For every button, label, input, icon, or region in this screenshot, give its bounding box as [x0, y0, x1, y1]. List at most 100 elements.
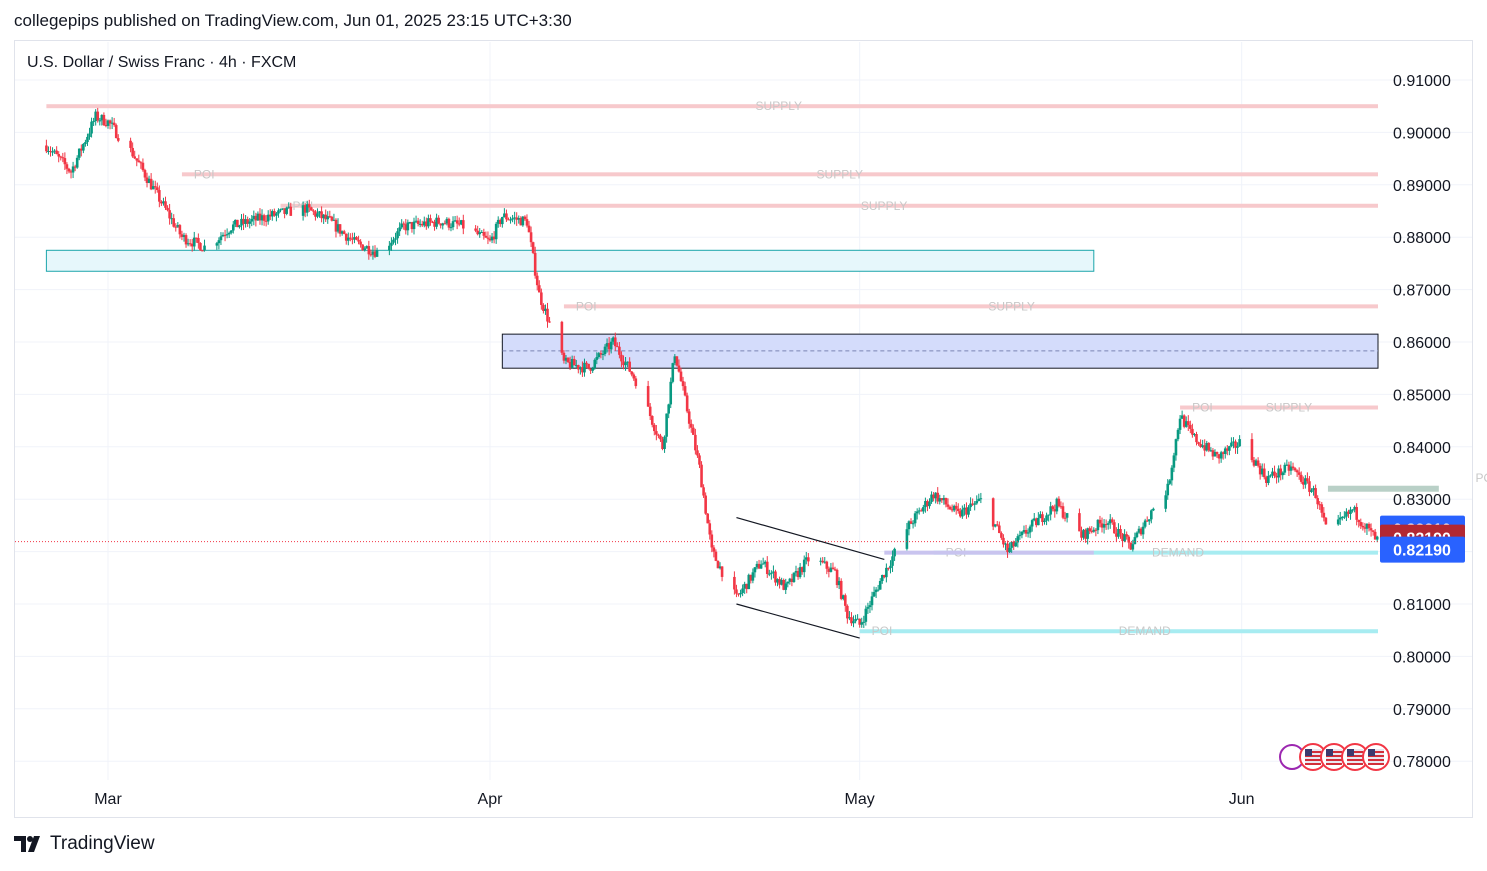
candle-body	[971, 503, 974, 505]
zone-label: SUPPLY	[817, 167, 863, 181]
descending-channel	[736, 516, 885, 639]
candle-body	[455, 220, 459, 224]
zone-label: POI	[1192, 401, 1213, 415]
candle-body	[1314, 488, 1317, 499]
candle-body	[61, 157, 65, 159]
candle-body	[1131, 544, 1135, 550]
candle-body	[525, 219, 529, 226]
candle-body	[447, 218, 451, 228]
candle-body	[1186, 421, 1190, 425]
candle-body	[1166, 483, 1170, 496]
candle-body	[718, 566, 722, 569]
candle-body	[1086, 528, 1089, 539]
candle-body	[749, 574, 753, 581]
candle-body	[1145, 520, 1149, 522]
candle-body	[922, 507, 925, 512]
candle-body	[1271, 471, 1274, 476]
flag-stripe	[1368, 763, 1384, 765]
flag-stripe	[1326, 763, 1342, 765]
candle-body	[710, 534, 714, 548]
candle-body	[256, 213, 260, 221]
supply-zone-line	[563, 304, 1378, 309]
candle-body	[155, 187, 159, 191]
candle-body	[1371, 530, 1375, 532]
candle-body	[1250, 439, 1254, 461]
candle-body	[1133, 537, 1137, 545]
symbol-title[interactable]: U.S. Dollar / Swiss Franc · 4h · FXCM	[27, 54, 297, 71]
candle-body	[763, 561, 767, 564]
candle-body	[581, 367, 584, 373]
candle-body	[400, 223, 403, 228]
candle-body	[1252, 460, 1256, 466]
candle-body	[1324, 517, 1328, 525]
candle-body	[371, 251, 375, 255]
candle-body	[1205, 442, 1209, 451]
candle-body	[915, 511, 919, 514]
candle-body	[390, 242, 393, 246]
candle-body	[344, 233, 348, 241]
candle-body	[626, 361, 629, 363]
candle-body	[926, 500, 929, 507]
candle-body	[94, 111, 97, 122]
candle-body	[1207, 442, 1211, 451]
candle-body	[82, 144, 85, 151]
candle-body	[1184, 421, 1188, 427]
candle-body	[449, 227, 453, 229]
candle-body	[973, 503, 976, 505]
candle-body	[451, 221, 455, 228]
supply-zone-line	[181, 172, 1378, 177]
candle-body	[1084, 529, 1087, 539]
candle-body	[1365, 523, 1369, 529]
candle-body	[624, 362, 627, 366]
candle-body	[622, 361, 625, 366]
candle-body	[909, 521, 913, 524]
candle-body	[158, 190, 161, 202]
flag-canton	[1305, 749, 1312, 756]
candle-body	[745, 583, 749, 590]
demand-zone-line	[859, 629, 1378, 634]
candle-body	[203, 245, 206, 251]
zone-label: POI	[194, 167, 215, 181]
candle-body	[948, 506, 952, 510]
candle-body	[258, 213, 262, 221]
candle-body	[531, 242, 535, 253]
tradingview-logo[interactable]: TradingView	[14, 833, 155, 855]
candle-body	[807, 557, 810, 562]
candle-body	[932, 494, 935, 499]
candle-body	[872, 592, 876, 597]
candle-body	[786, 581, 790, 584]
candle-body	[425, 221, 428, 227]
candle-body	[47, 151, 50, 153]
candle-body	[934, 492, 937, 499]
candle-body	[698, 455, 701, 465]
candle-body	[172, 218, 176, 227]
candle-body	[488, 238, 492, 241]
candle-body	[1347, 511, 1350, 514]
candle-body	[1008, 547, 1011, 553]
chart-frame[interactable]	[14, 40, 1473, 818]
candle-body	[431, 221, 434, 223]
candle-body	[1141, 526, 1145, 535]
candle-body	[363, 248, 367, 251]
candle-body	[1213, 451, 1217, 457]
candle-body	[1053, 509, 1057, 512]
candle-body	[841, 595, 845, 599]
candle-body	[318, 211, 321, 214]
candle-body	[883, 575, 886, 578]
channel-upper-line	[736, 516, 885, 561]
candle-body	[1189, 424, 1192, 429]
candle-body	[71, 166, 75, 173]
candle-body	[139, 162, 143, 164]
candle-body	[490, 236, 494, 241]
candle-body	[1024, 530, 1028, 534]
flag-stripe	[1305, 763, 1321, 765]
candle-body	[305, 204, 309, 213]
candle-body	[459, 220, 463, 225]
candle-body	[544, 308, 547, 311]
candle-body	[1369, 528, 1373, 531]
candle-body	[993, 524, 997, 527]
candle-body	[572, 358, 576, 366]
candle-body	[529, 232, 533, 243]
candle-body	[1026, 532, 1030, 534]
